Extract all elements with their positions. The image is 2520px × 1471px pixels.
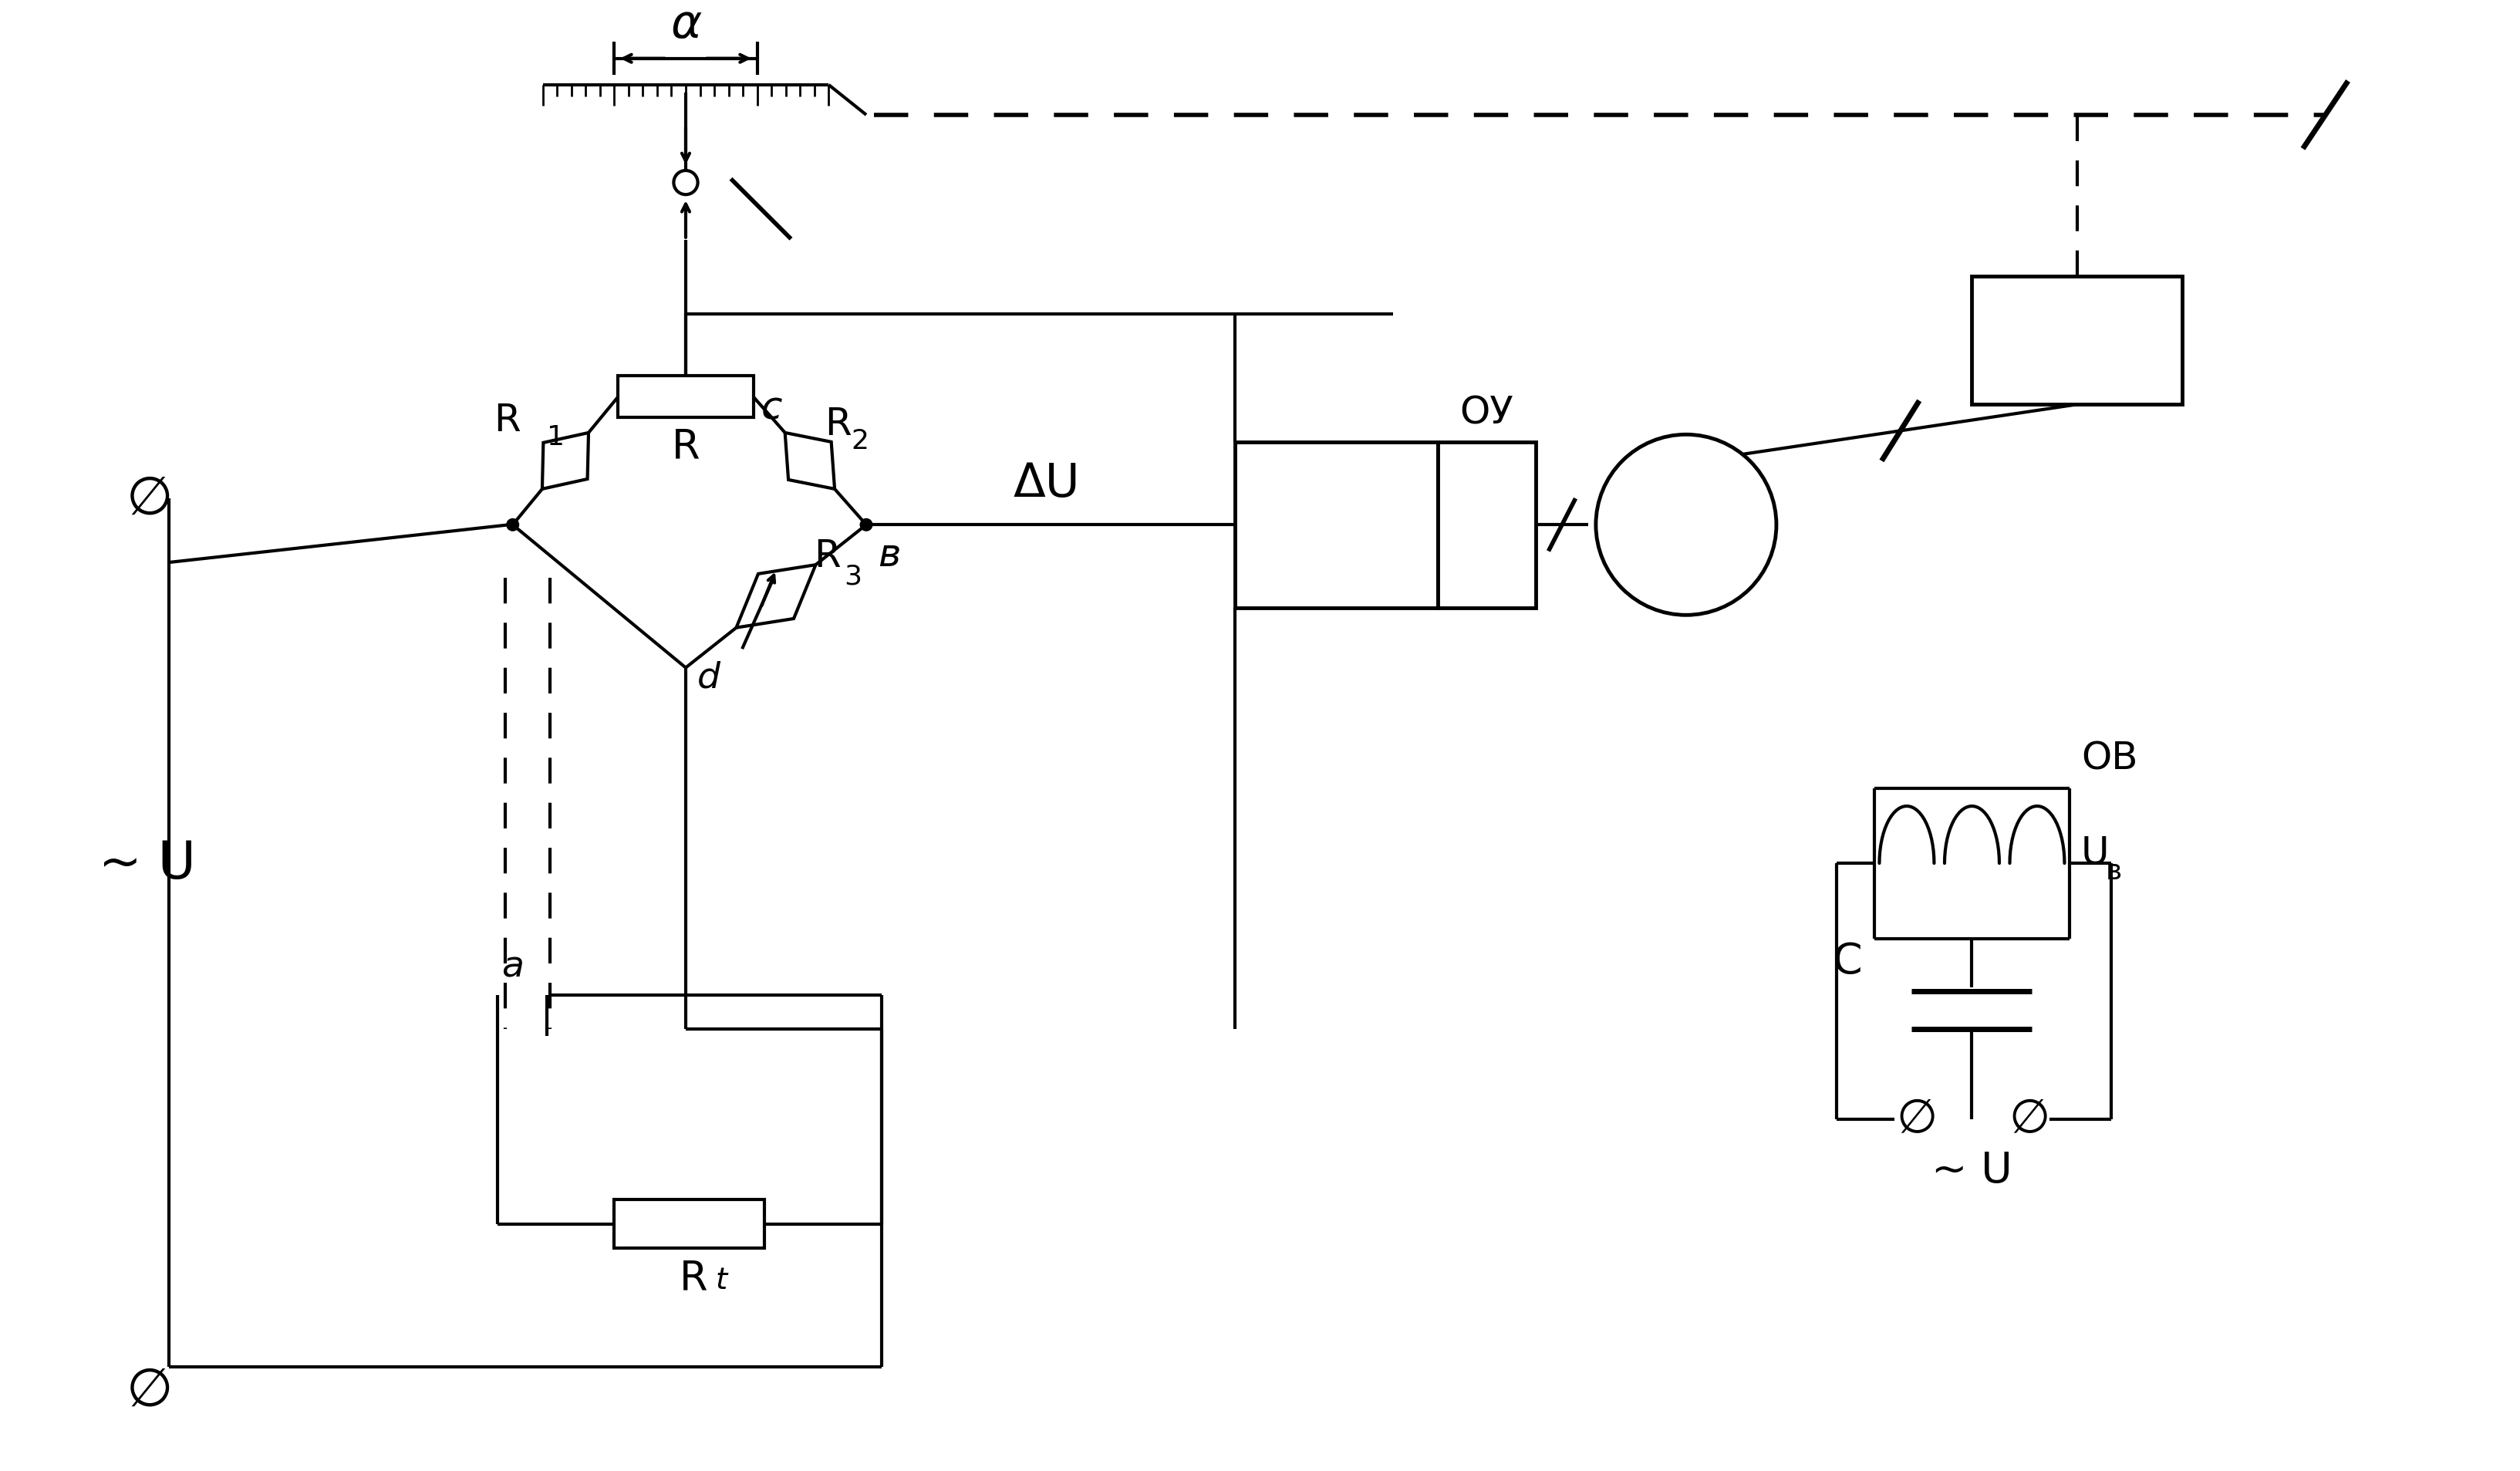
Text: ~ U: ~ U	[1930, 1149, 2013, 1192]
Bar	[617, 377, 753, 418]
Text: U: U	[2082, 834, 2109, 871]
Text: АД: АД	[1651, 502, 1721, 549]
Text: α: α	[670, 3, 701, 49]
Text: $\varnothing$: $\varnothing$	[2008, 1096, 2049, 1141]
Bar	[1235, 443, 1439, 608]
Text: c: c	[761, 390, 781, 427]
Text: a: a	[501, 949, 524, 984]
Text: 3: 3	[844, 563, 862, 590]
Text: ОУ: ОУ	[1459, 394, 1515, 431]
Text: 1: 1	[547, 424, 564, 450]
Text: у: у	[1504, 522, 1522, 552]
Bar	[1439, 443, 1535, 608]
Text: 2: 2	[852, 428, 869, 455]
Circle shape	[859, 519, 872, 531]
Bar	[1875, 788, 2069, 938]
Text: R: R	[673, 427, 701, 466]
Text: t: t	[716, 1265, 728, 1294]
Text: d: d	[698, 660, 721, 696]
Text: $\varnothing$: $\varnothing$	[1895, 1096, 1935, 1141]
Text: ~ U: ~ U	[98, 838, 197, 888]
Text: C: C	[1832, 940, 1862, 983]
Text: R: R	[678, 1258, 708, 1297]
Bar	[615, 1200, 764, 1249]
Text: ΔU: ΔU	[1013, 460, 1081, 506]
Bar	[1973, 277, 2182, 405]
Text: R: R	[824, 406, 852, 443]
Text: ЭУ: ЭУ	[1305, 503, 1368, 549]
Circle shape	[507, 519, 519, 531]
Text: $\varnothing$: $\varnothing$	[126, 1364, 169, 1415]
Text: ОВ: ОВ	[2082, 740, 2137, 777]
Circle shape	[1595, 435, 1777, 615]
Text: R: R	[494, 402, 519, 438]
Text: в: в	[877, 537, 900, 574]
Text: U: U	[1469, 497, 1497, 538]
Text: Ред: Ред	[2031, 318, 2124, 365]
Text: в: в	[2107, 858, 2122, 884]
Text: R: R	[814, 537, 839, 574]
Text: $\varnothing$: $\varnothing$	[126, 474, 169, 525]
